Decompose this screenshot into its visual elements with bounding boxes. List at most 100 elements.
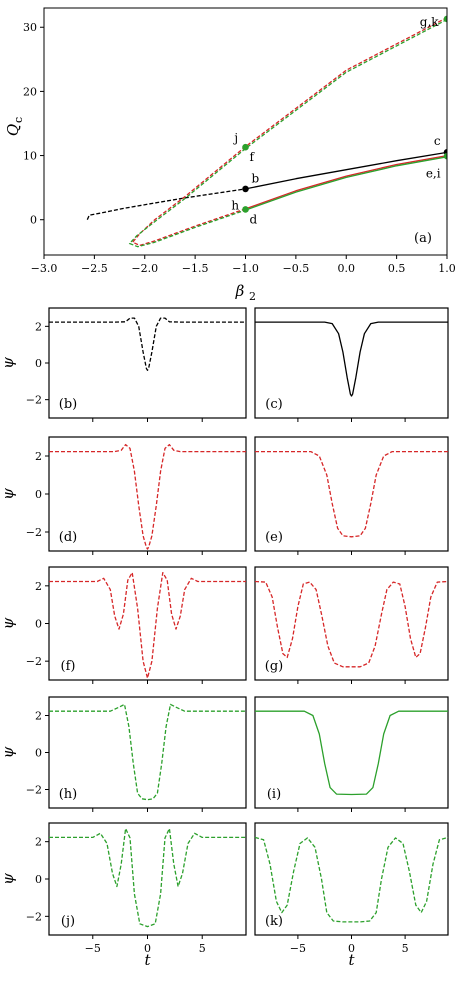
- x-axis-label: β: [235, 282, 245, 300]
- y-tick-label: −2: [26, 394, 42, 407]
- panel-label: (b): [59, 397, 77, 412]
- panel-b: (b) 2 0 −2 ψ: [0, 307, 247, 422]
- marker-point-3: [242, 206, 249, 213]
- y-tick-label: 2: [35, 710, 42, 723]
- y-axis-label: ψ: [0, 617, 17, 629]
- panel-h: (h) 2 0 −2 ψ: [0, 696, 247, 812]
- point-annotation: f: [250, 150, 256, 164]
- x-tick-label: 5: [199, 942, 206, 955]
- y-tick-label: 0: [35, 357, 42, 370]
- y-tick-label: 2: [35, 320, 42, 333]
- panel-j: (j) −5 0 5 2 0 −2 ψ t: [0, 822, 247, 969]
- psi-profile-line: [254, 836, 449, 923]
- y-tick-label: −2: [26, 784, 42, 797]
- point-annotation: e,i: [426, 167, 441, 181]
- panel-label: (j): [61, 914, 75, 929]
- x-axis-label-subscript: 2: [249, 290, 256, 303]
- x-tick-label: 0: [144, 942, 151, 955]
- marker-point-5: [443, 152, 447, 160]
- axes-frame: [48, 566, 247, 681]
- series-line-3: [245, 154, 447, 210]
- psi-profile-line: [255, 710, 448, 796]
- marker-point-2: [242, 143, 249, 151]
- x-tick-label: −5: [85, 942, 101, 955]
- x-tick-label: 0.0: [338, 262, 356, 275]
- y-tick-label: 30: [23, 21, 37, 34]
- axes-frame: [254, 696, 449, 809]
- series-line-5: [245, 156, 447, 211]
- x-tick-label: −1.0: [232, 262, 259, 275]
- axes-frame: [254, 436, 449, 552]
- point-annotation: c: [434, 134, 441, 148]
- y-tick-label: 2: [35, 580, 42, 593]
- y-tick-label: 0: [35, 747, 42, 760]
- psi-profile-line: [254, 580, 449, 668]
- y-axis-label: ψ: [0, 746, 17, 758]
- panel-label: (e): [265, 530, 283, 545]
- x-tick-label: 5: [402, 942, 409, 955]
- panel-f: (f) 2 0 −2 ψ: [0, 566, 247, 684]
- marker-point-4: [443, 15, 447, 23]
- x-axis-label: t: [144, 951, 151, 969]
- panel-i: (i): [254, 696, 449, 812]
- y-tick-label: 0: [35, 618, 42, 631]
- y-tick-label: 20: [23, 85, 37, 98]
- marker-point-0: [242, 185, 249, 193]
- y-axis-label-subscript: c: [12, 117, 25, 123]
- psi-profile-line: [49, 827, 246, 928]
- y-tick-label: 0: [35, 873, 42, 886]
- series-line-4: [128, 18, 447, 248]
- y-tick-label: 0: [30, 214, 37, 227]
- axes-frame: [48, 307, 247, 419]
- x-axis-label: t: [348, 951, 355, 969]
- y-axis-label: ψ: [0, 873, 17, 885]
- y-tick-label: 10: [23, 150, 37, 163]
- panel-g: (g): [254, 566, 449, 684]
- panel-k: (k) −5 0 5 t: [254, 822, 449, 969]
- axes-frame: [48, 822, 247, 936]
- psi-profile-line: [49, 703, 246, 801]
- point-annotation: d: [250, 213, 258, 227]
- point-annotation: h: [231, 199, 239, 213]
- panel-a: −3.0 −2.5 −2.0 −1.5 −1.0 −0.5 0.0 0.5 1.0 0 10 20 30…: [4, 7, 456, 303]
- axes-frame: [254, 307, 449, 419]
- point-annotation: b: [252, 172, 260, 186]
- panel-e: (e): [254, 436, 449, 555]
- point-annotation: j: [232, 131, 238, 145]
- panel-c: (c): [254, 307, 449, 422]
- panel-label: (g): [265, 659, 283, 674]
- y-tick-label: 0: [35, 488, 42, 501]
- x-tick-label: 0.5: [388, 262, 406, 275]
- axes-frame: [254, 566, 449, 681]
- panel-label: (i): [267, 787, 281, 802]
- panel-label: (d): [59, 530, 77, 545]
- x-tick-label: −3.0: [31, 262, 58, 275]
- y-tick-label: −2: [26, 910, 42, 923]
- x-tick-label: 0: [348, 942, 355, 955]
- psi-profile-line: [255, 450, 448, 538]
- panel-label: (c): [265, 397, 282, 412]
- panel-label: (f): [61, 659, 76, 674]
- x-tick-label: −2.0: [131, 262, 158, 275]
- x-tick-label: −1.5: [182, 262, 209, 275]
- point-annotation: g,k: [420, 15, 439, 29]
- psi-profile-line: [49, 443, 246, 550]
- x-tick-label: −2.5: [81, 262, 108, 275]
- series-line-0: [86, 188, 246, 220]
- axes-frame: [48, 696, 247, 809]
- x-tick-label: 1.0: [438, 262, 456, 275]
- psi-profile-line: [49, 571, 246, 679]
- panel-label: (k): [265, 914, 283, 929]
- axes-frame: [48, 436, 247, 552]
- series-group: [86, 15, 447, 248]
- x-tick-label: −5: [290, 942, 306, 955]
- axes-frame: [254, 822, 449, 936]
- y-tick-label: −2: [26, 526, 42, 539]
- x-tick-label: −0.5: [283, 262, 310, 275]
- psi-profile-line: [49, 317, 246, 371]
- series-line-2: [132, 17, 447, 247]
- y-tick-label: 2: [35, 836, 42, 849]
- panel-d: (d) 2 0 −2 ψ: [0, 436, 247, 555]
- y-tick-label: 2: [35, 450, 42, 463]
